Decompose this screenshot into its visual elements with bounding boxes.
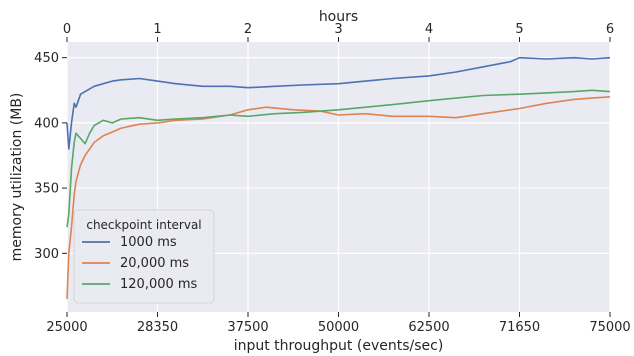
y-tick-label: 350 [34,182,59,197]
legend-label: 20,000 ms [120,256,189,271]
y-tick-label: 450 [34,51,59,66]
legend-entries: 1000 ms 20,000 ms 120,000 ms [82,235,198,292]
x-axis-ticks: 25000 28350 37500 50000 62500 71650 75000 [46,312,631,335]
x-tick-label: 62500 [408,320,449,335]
x2-tick-label: 2 [244,22,252,37]
legend-label: 1000 ms [120,235,177,250]
x2-tick-label: 1 [153,22,161,37]
x2-tick-label: 5 [515,22,523,37]
legend-box [73,209,215,304]
x2-tick-label: 0 [63,22,71,37]
y-axis-ticks: 300 350 400 450 [34,51,67,262]
legend-label: 120,000 ms [120,277,198,292]
x-tick-label: 71650 [499,320,540,335]
x2-axis-title: hours [319,9,358,25]
y-tick-label: 300 [34,247,59,262]
series-lines [66,56,611,300]
y-tick-label: 400 [34,116,59,131]
x-tick-label: 37500 [227,320,268,335]
series-line-3 [66,89,611,228]
y-axis-title: memory utilization (MB) [9,93,25,262]
x2-tick-label: 4 [425,22,433,37]
legend-title: checkpoint interval [86,218,201,232]
x-tick-label: 25000 [46,320,87,335]
x-tick-label: 75000 [589,320,630,335]
top-axis-ticks: 0 1 2 3 4 5 6 [63,22,614,42]
series-line-1 [66,56,611,150]
x-tick-label: 28350 [137,320,178,335]
x2-tick-label: 6 [606,22,614,37]
legend: checkpoint interval 1000 ms 20,000 ms 120,… [73,209,215,304]
x-axis-title: input throughput (events/sec) [234,338,444,354]
x-tick-label: 50000 [318,320,359,335]
x2-tick-label: 3 [334,22,342,37]
